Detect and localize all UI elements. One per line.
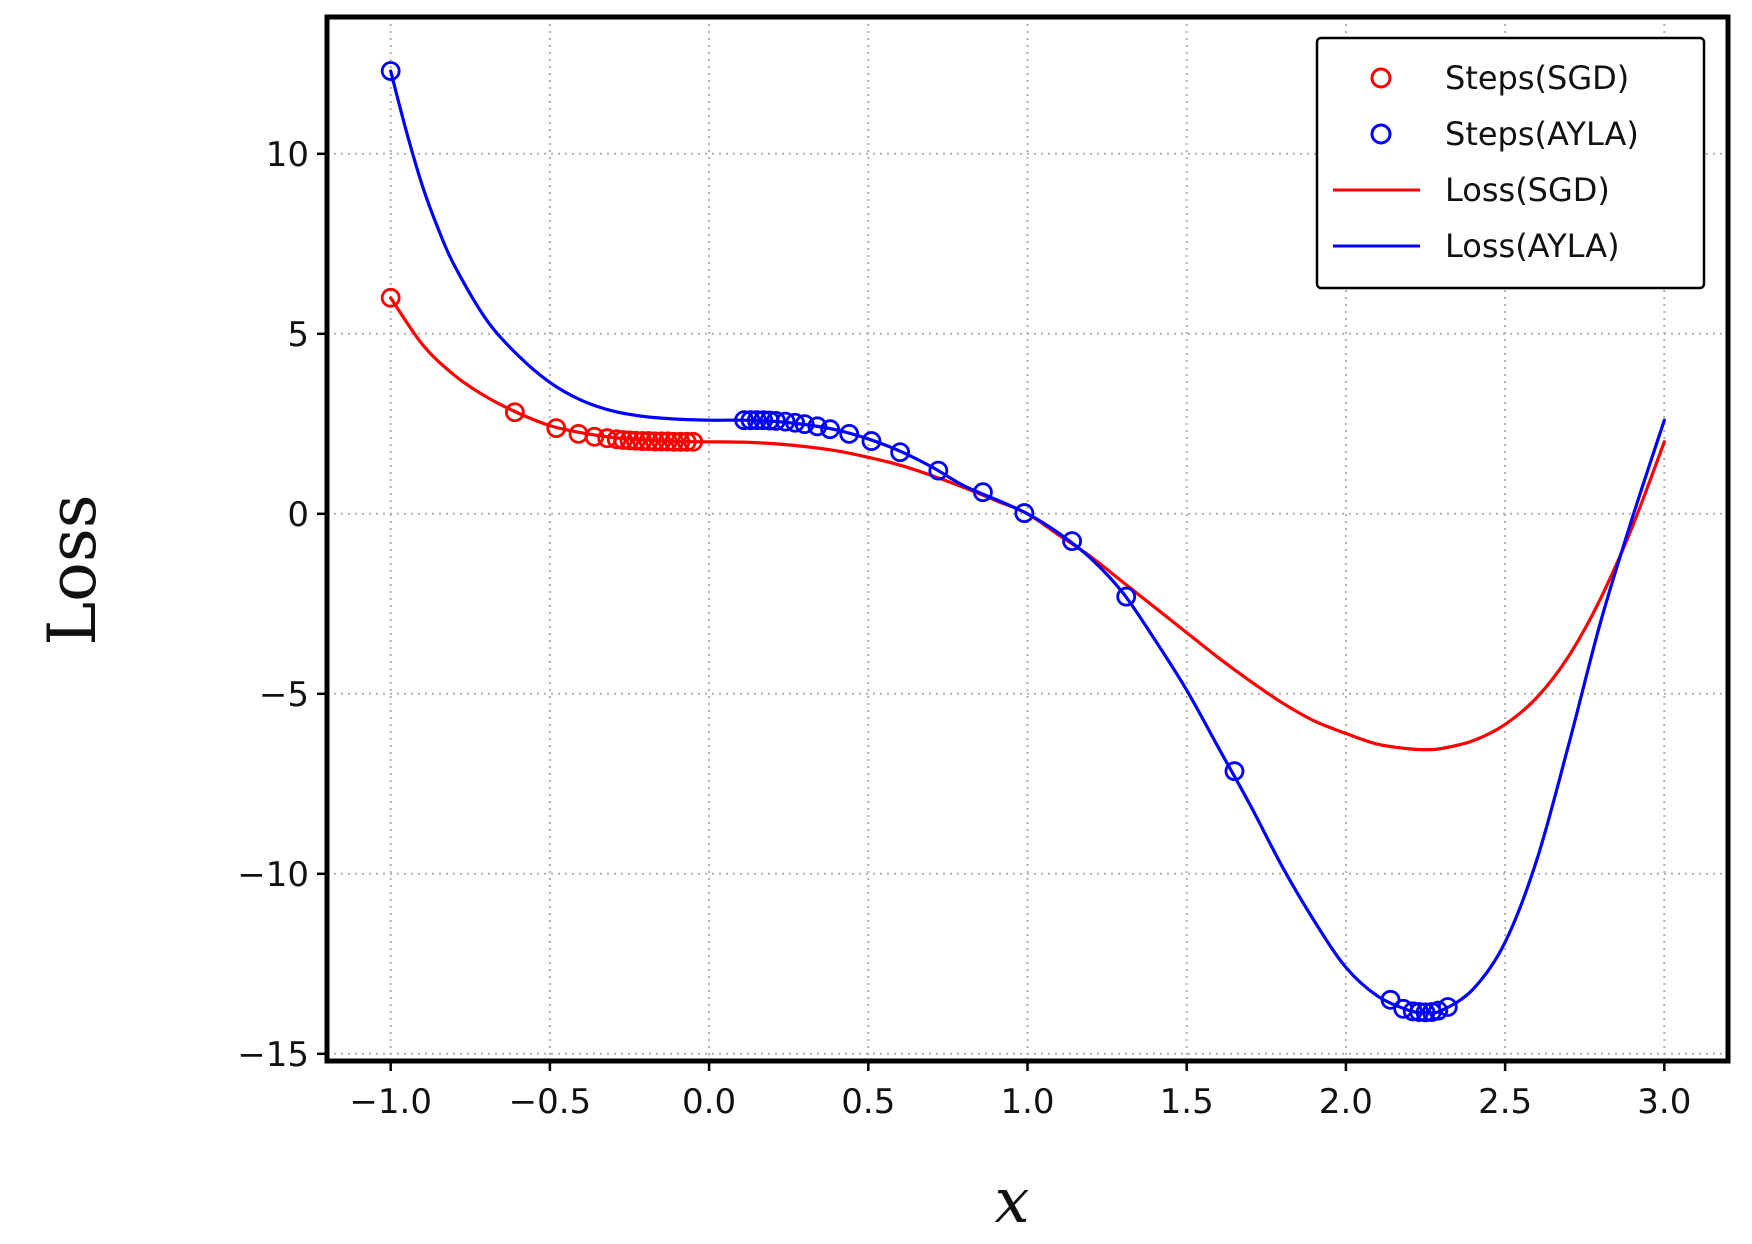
x-tick-label: 0.5: [841, 1082, 895, 1122]
data-point-steps-ayla: [1437, 997, 1458, 1017]
data-point-steps-ayla: [973, 482, 993, 503]
series-points-steps-ayla: [380, 61, 1458, 1023]
data-point-steps-ayla: [1402, 1001, 1423, 1022]
x-tick-label: 1.5: [1160, 1082, 1214, 1122]
data-point-steps-ayla: [1014, 503, 1035, 523]
data-point-steps-ayla: [775, 411, 796, 432]
data-point-steps-sgd: [651, 431, 672, 452]
data-point-steps-sgd: [645, 431, 665, 452]
data-point-steps-ayla: [740, 410, 761, 431]
data-point-steps-sgd: [380, 287, 401, 308]
x-tick-label: 0.0: [682, 1082, 736, 1122]
x-tick-label: 2.0: [1319, 1082, 1373, 1122]
legend-entry-loss-ayla: Loss(AYLA): [1333, 227, 1620, 265]
y-tick-label: −5: [259, 675, 309, 715]
legend-entry-loss-sgd: Loss(SGD): [1333, 171, 1610, 209]
series-line-loss-ayla: [389, 69, 1666, 1015]
data-point-steps-ayla: [890, 442, 911, 463]
legend-box: [1315, 36, 1706, 290]
legend-label-steps-sgd: Steps(SGD): [1445, 59, 1629, 97]
data-point-steps-ayla: [839, 423, 860, 444]
data-point-steps-ayla: [734, 410, 755, 431]
data-point-steps-sgd: [676, 431, 697, 452]
data-point-steps-ayla: [1224, 761, 1245, 782]
x-tick-label: −0.5: [509, 1082, 592, 1122]
data-point-steps-sgd: [584, 426, 605, 447]
data-point-steps-sgd: [683, 431, 704, 452]
data-point-steps-ayla: [807, 416, 828, 437]
data-point-steps-ayla: [861, 431, 882, 451]
x-tick-label: 3.0: [1637, 1082, 1691, 1122]
y-tick-label: 10: [266, 135, 309, 175]
data-point-steps-sgd: [657, 431, 678, 452]
axis-ticks: −1.0 −0.5 0.0 0.5 1.0 1.5 2.0 2.5 3.0 10 5 0 −5 −10 −1…: [237, 135, 1691, 1122]
data-point-steps-sgd: [670, 431, 691, 452]
data-point-steps-ayla: [1380, 989, 1401, 1010]
data-point-steps-ayla: [928, 460, 949, 481]
legend: Steps(SGD) Steps(AYLA) Loss(SGD) Loss(AY…: [1315, 36, 1706, 290]
data-point-steps-sgd: [625, 430, 646, 451]
y-tick-label: 5: [287, 315, 309, 355]
x-tick-label: 1.0: [1000, 1082, 1054, 1122]
data-point-steps-sgd: [638, 431, 659, 451]
data-point-steps-ayla: [1409, 1002, 1430, 1022]
y-tick-label: −15: [237, 1035, 309, 1075]
data-point-steps-ayla: [820, 419, 840, 440]
legend-marker-steps-ayla: [1370, 123, 1392, 145]
data-point-steps-ayla: [1415, 1002, 1436, 1023]
legend-entry-steps-ayla: Steps(AYLA): [1370, 115, 1639, 153]
grid: [327, 17, 1728, 1061]
data-point-steps-sgd: [619, 430, 640, 451]
series-points-steps-sgd: [380, 287, 704, 452]
legend-label-loss-ayla: Loss(AYLA): [1445, 227, 1620, 265]
y-axis-title: Loss: [34, 494, 111, 645]
legend-label-loss-sgd: Loss(SGD): [1445, 171, 1610, 209]
y-tick-label: 0: [287, 495, 309, 535]
data-point-steps-ayla: [1062, 531, 1082, 552]
legend-label-steps-ayla: Steps(AYLA): [1445, 115, 1639, 153]
x-tick-label: −1.0: [349, 1082, 432, 1122]
x-tick-label: 2.5: [1478, 1082, 1532, 1122]
series-layer: [380, 61, 1666, 1023]
data-point-steps-sgd: [632, 431, 653, 451]
data-point-steps-sgd: [664, 431, 684, 452]
data-point-steps-ayla: [785, 412, 805, 433]
x-axis-title: x: [995, 1164, 1030, 1237]
y-tick-label: −10: [237, 855, 309, 895]
data-point-steps-ayla: [794, 414, 815, 435]
data-point-steps-ayla: [746, 410, 767, 431]
data-point-steps-ayla: [753, 410, 774, 431]
data-point-steps-sgd: [613, 430, 634, 450]
data-point-steps-ayla: [380, 61, 401, 81]
legend-marker-steps-sgd: [1370, 67, 1392, 89]
data-point-steps-ayla: [1116, 586, 1137, 607]
data-point-steps-sgd: [546, 418, 567, 439]
data-point-steps-sgd: [606, 429, 627, 450]
legend-entry-steps-sgd: Steps(SGD): [1370, 59, 1629, 97]
data-point-steps-ayla: [1428, 1000, 1449, 1021]
data-point-steps-sgd: [504, 402, 525, 423]
data-point-steps-ayla: [766, 411, 786, 431]
